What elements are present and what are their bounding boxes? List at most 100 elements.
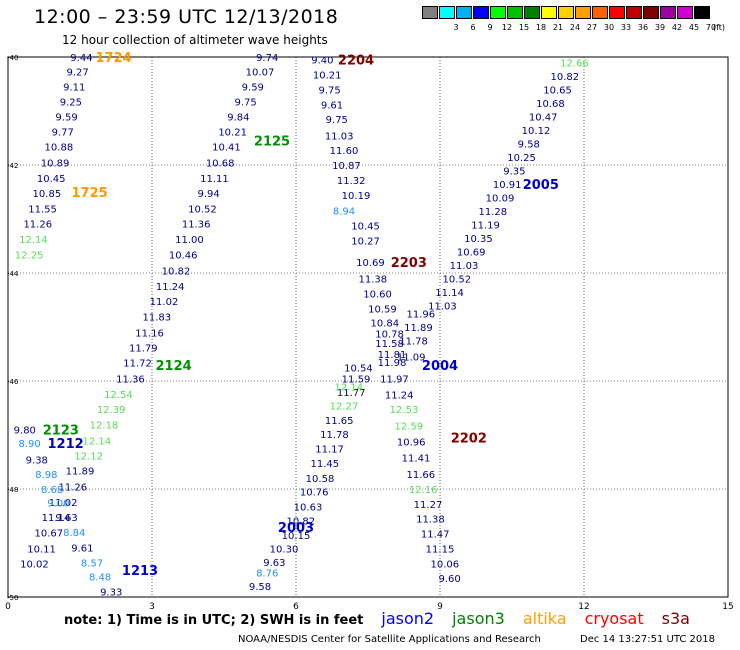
mission-jason2: jason2	[381, 609, 435, 628]
swh-value: 12.14	[19, 235, 48, 246]
swh-value: 12.25	[15, 251, 44, 262]
scale-label: 33	[620, 23, 632, 32]
swh-value: 9.38	[26, 455, 48, 466]
swh-value: 9.59	[55, 112, 77, 123]
swh-value: 11.38	[416, 515, 445, 526]
pass-label: 2004	[422, 359, 458, 374]
swh-value: 9.84	[227, 112, 249, 123]
swh-value: 12.53	[390, 405, 419, 416]
y-tick-label: -40	[7, 54, 18, 62]
swh-value: 10.82	[550, 72, 579, 83]
scale-swatch	[677, 6, 693, 19]
scale-label: 15	[518, 23, 530, 32]
swh-value: 11.32	[337, 176, 366, 187]
swh-value: 8.48	[89, 572, 111, 583]
scale-label: 3	[453, 23, 459, 32]
pass-label: 2203	[391, 256, 427, 271]
scale-label: 45	[688, 23, 700, 32]
swh-value: 10.88	[45, 143, 74, 154]
swh-value: 9.75	[326, 115, 348, 126]
swh-value: 11.17	[315, 445, 344, 456]
swh-value: 10.58	[306, 474, 335, 485]
swh-value: 11.00	[175, 235, 204, 246]
scale-label: 12	[501, 23, 513, 32]
scale-swatch	[660, 6, 676, 19]
swh-value: 11.89	[404, 323, 433, 334]
swh-value: 12.54	[104, 390, 133, 401]
swh-value: 11.19	[471, 220, 500, 231]
swh-value: 10.46	[169, 251, 198, 262]
swh-value: 12.27	[330, 401, 359, 412]
swh-value: 11.14	[42, 513, 71, 524]
swh-value: 10.54	[344, 364, 373, 375]
swh-value: 11.27	[414, 500, 443, 511]
scale-swatch	[626, 6, 642, 19]
swh-value: 9.35	[503, 166, 525, 177]
swh-value: 11.24	[385, 391, 414, 402]
swh-value: 9.74	[256, 53, 278, 64]
swh-value: 11.02	[150, 297, 179, 308]
scale-unit: (ft)	[712, 23, 726, 32]
swh-value: 10.68	[536, 99, 565, 110]
swh-value: 10.76	[300, 488, 329, 499]
x-tick-label: 9	[437, 602, 443, 612]
swh-value: 10.21	[313, 70, 342, 81]
pass-label: 2125	[254, 135, 290, 150]
swh-value: 11.55	[28, 205, 57, 216]
scale-label: 27	[586, 23, 598, 32]
scale-label: 42	[671, 23, 683, 32]
swh-value: 11.02	[49, 498, 78, 509]
scale-swatch	[643, 6, 659, 19]
swh-value: 12.59	[394, 421, 423, 432]
pass-label: 1724	[96, 51, 132, 66]
scale-label: 6	[470, 23, 476, 32]
swh-value: 12.14	[82, 436, 111, 447]
scale-swatch	[524, 6, 540, 19]
scale-swatch	[592, 6, 608, 19]
swh-value: 11.15	[426, 544, 455, 555]
swh-value: 9.60	[438, 574, 460, 585]
swh-value: 9.58	[518, 139, 540, 150]
pass-label: 1213	[122, 564, 158, 579]
swh-value: 10.84	[370, 319, 399, 330]
footer-date: Dec 14 13:27:51 UTC 2018	[580, 634, 715, 645]
swh-value: 10.67	[34, 529, 63, 540]
swh-value: 11.11	[200, 174, 229, 185]
swh-value: 11.60	[330, 146, 359, 157]
swh-value: 11.41	[402, 454, 431, 465]
swh-value: 10.15	[282, 531, 311, 542]
swh-value: 10.52	[188, 205, 217, 216]
scale-swatch	[541, 6, 557, 19]
mission-s3a: s3a	[661, 609, 690, 628]
swh-value: 10.12	[522, 126, 551, 137]
scale-swatch	[422, 6, 438, 19]
swh-value: 9.00	[47, 499, 69, 510]
scale-swatch	[558, 6, 574, 19]
swh-value: 11.36	[116, 374, 145, 385]
swh-value: 12.66	[560, 58, 589, 69]
swh-value: 10.85	[33, 189, 62, 200]
swh-value: 11.81	[378, 350, 407, 361]
scale-swatch	[575, 6, 591, 19]
x-tick-label: 6	[293, 602, 299, 612]
swh-value: 10.11	[27, 544, 56, 555]
y-tick-label: -46	[7, 378, 19, 386]
swh-value: 9.27	[66, 68, 88, 79]
swh-value: 10.25	[507, 153, 536, 164]
swh-value: 9.25	[60, 97, 82, 108]
swh-value: 10.78	[375, 329, 404, 340]
mission-legend: jason2 jason3 altika cryosat s3a	[363, 609, 690, 628]
swh-value: 11.97	[380, 374, 409, 385]
scale-label: 18	[535, 23, 547, 32]
swh-value: 12.12	[74, 452, 103, 463]
scale-label: 24	[569, 23, 581, 32]
swh-value: 10.45	[351, 221, 380, 232]
swh-value: 11.89	[66, 467, 95, 478]
swh-value: 11.59	[342, 374, 371, 385]
swh-value: 9.40	[311, 56, 333, 67]
swh-value: 9.59	[242, 83, 264, 94]
swh-value: 10.35	[464, 234, 493, 245]
swh-value: 10.52	[442, 274, 471, 285]
swh-value: 9.44	[70, 53, 92, 64]
swh-value: 10.07	[246, 68, 275, 79]
